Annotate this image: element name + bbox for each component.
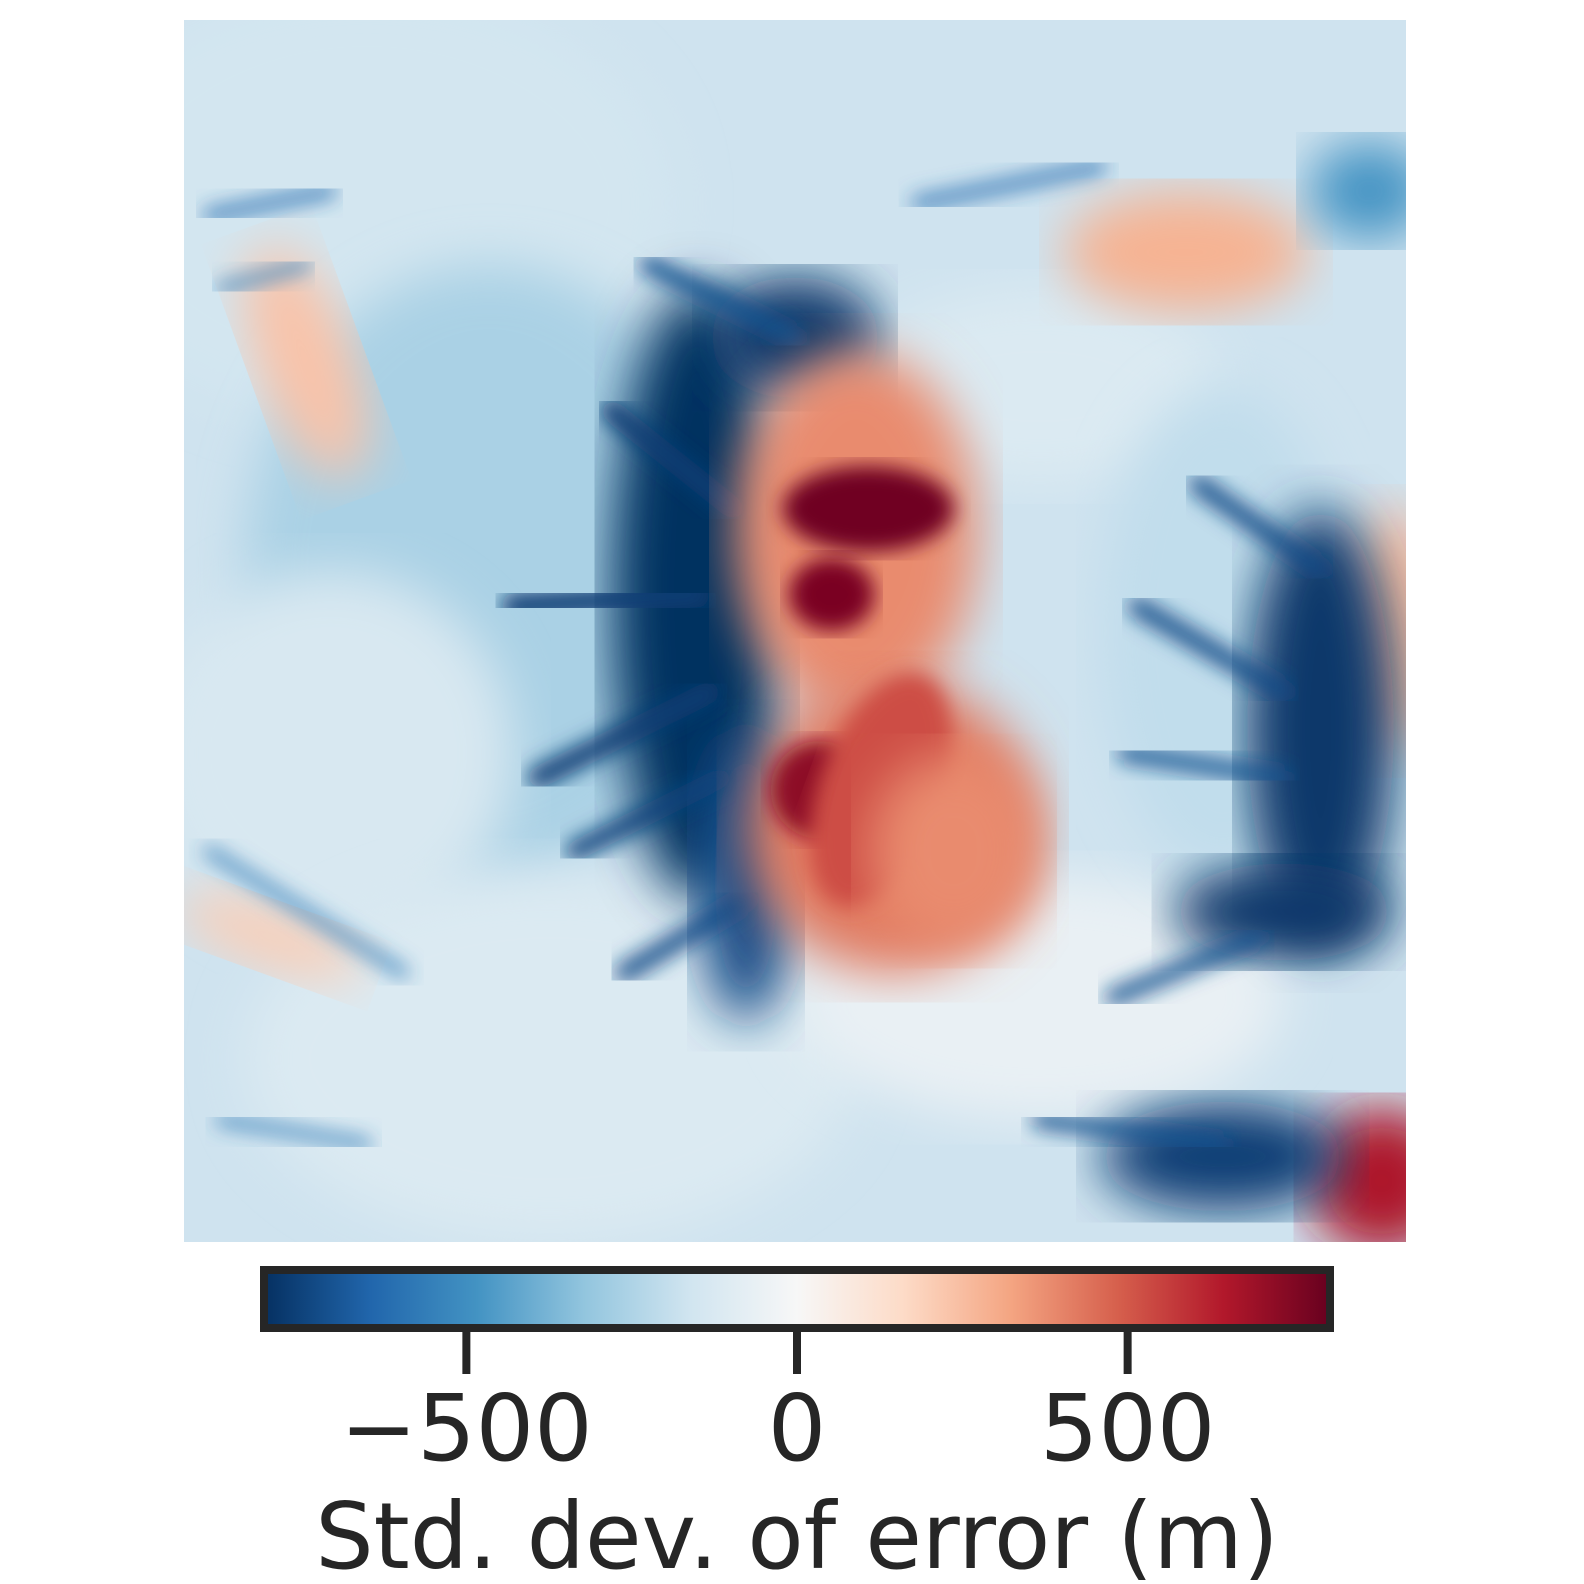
- heatmap-warm-zone: [244, 246, 369, 479]
- heatmap-warm-zone: [184, 892, 362, 981]
- heatmap-channel: [1116, 745, 1292, 786]
- heatmap-channel: [1128, 597, 1293, 702]
- colorbar-tick-label: 500: [1040, 1375, 1216, 1482]
- heatmap-channel: [639, 255, 804, 347]
- heatmap-channel: [911, 160, 1107, 210]
- heatmap-channel: [203, 845, 409, 979]
- heatmap-channel: [1104, 928, 1268, 1006]
- heatmap-channel-core: [1308, 142, 1406, 240]
- colorbar: −500 0 500 Std. dev. of error (m): [260, 1266, 1334, 1584]
- colorbar-label: Std. dev. of error (m): [315, 1483, 1278, 1584]
- heatmap-channel: [527, 681, 721, 789]
- colorbar-tick-label: −500: [340, 1375, 593, 1482]
- colorbar-gradient: [260, 1266, 1334, 1332]
- heatmap-warm-zone: [868, 753, 1040, 949]
- heatmap-channel: [215, 259, 312, 294]
- heatmap-peak: [782, 466, 954, 552]
- heatmap-channel: [500, 581, 711, 620]
- colorbar-tick-label: 0: [768, 1375, 827, 1482]
- heatmap-channel-core: [1100, 1101, 1345, 1212]
- colorbar-ticks: −500 0 500: [340, 1332, 1215, 1482]
- heatmap-channel: [1189, 475, 1330, 579]
- heatmap-warm-zone: [1063, 191, 1309, 314]
- heatmap-panel: [184, 20, 1406, 1242]
- heatmap-channel: [600, 400, 745, 520]
- heatmap-channel: [1031, 1111, 1231, 1153]
- heatmap-peak: [788, 557, 875, 632]
- heatmap-channel: [614, 890, 756, 983]
- heatmap-field: [184, 20, 1406, 1242]
- heatmap-channel: [215, 1114, 373, 1150]
- heatmap-channel-core: [1173, 863, 1394, 961]
- heatmap-background-patch: [184, 569, 514, 937]
- heatmap-channel-core: [1247, 508, 1394, 949]
- heatmap-channel: [202, 185, 337, 222]
- heatmap-channel: [565, 767, 732, 861]
